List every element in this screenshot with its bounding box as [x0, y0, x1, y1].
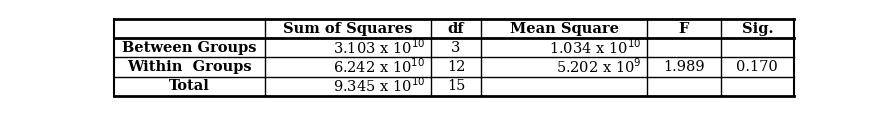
Text: Sum of Squares: Sum of Squares: [284, 22, 413, 36]
Text: 3.103 x 10$^{10}$: 3.103 x 10$^{10}$: [333, 38, 425, 57]
Text: Between Groups: Between Groups: [122, 41, 257, 55]
Text: 1.989: 1.989: [663, 60, 704, 74]
Text: 9.345 x 10$^{10}$: 9.345 x 10$^{10}$: [333, 77, 425, 96]
Text: Total: Total: [169, 79, 210, 93]
Text: Sig.: Sig.: [742, 22, 773, 36]
Text: 3: 3: [451, 41, 461, 55]
Text: 1.034 x 10$^{10}$: 1.034 x 10$^{10}$: [549, 38, 641, 57]
Text: F: F: [679, 22, 689, 36]
Text: Mean Square: Mean Square: [509, 22, 618, 36]
Text: 0.170: 0.170: [736, 60, 778, 74]
Text: 6.242 x 10$^{10}$: 6.242 x 10$^{10}$: [333, 58, 425, 76]
Text: df: df: [447, 22, 464, 36]
Text: 12: 12: [447, 60, 465, 74]
Text: 15: 15: [447, 79, 465, 93]
Text: Within  Groups: Within Groups: [128, 60, 252, 74]
Text: 5.202 x 10$^{9}$: 5.202 x 10$^{9}$: [556, 58, 641, 76]
